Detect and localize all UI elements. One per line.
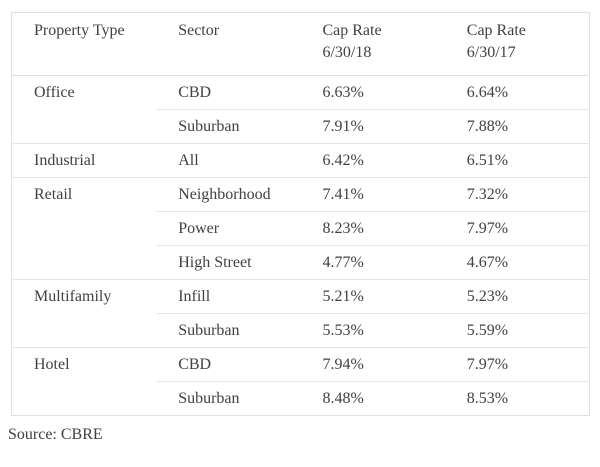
table-row: Power 8.23% 7.97% bbox=[12, 211, 590, 246]
source-note: Source: CBRE bbox=[8, 426, 103, 443]
col-header-line: Sector bbox=[178, 22, 220, 39]
cap-rate-2017-cell: 6.64% bbox=[444, 75, 590, 110]
property-type-cell: Industrial bbox=[11, 143, 157, 178]
col-header-sector: Sector bbox=[156, 12, 301, 76]
cap-rate-2018-cell: 7.94% bbox=[300, 347, 445, 382]
sector-cell: High Street bbox=[156, 245, 301, 280]
cap-rate-2018-cell: 7.41% bbox=[300, 177, 445, 212]
cap-rate-2017-cell: 8.53% bbox=[444, 381, 590, 416]
property-type-cell: Multifamily bbox=[11, 279, 157, 314]
table-header-row: Property Type Sector Cap Rate 6/30/18 Ca… bbox=[11, 12, 590, 76]
cap-rate-2018-cell: 7.91% bbox=[300, 109, 445, 144]
table-header: Property Type Sector Cap Rate 6/30/18 Ca… bbox=[11, 12, 590, 76]
cap-rate-table-container: Property Type Sector Cap Rate 6/30/18 Ca… bbox=[11, 12, 590, 416]
table-row: Suburban 8.48% 8.53% bbox=[12, 381, 590, 416]
cap-rate-2017-cell: 7.88% bbox=[444, 109, 590, 144]
property-type-cell: Hotel bbox=[11, 347, 157, 382]
table-row: Suburban 5.53% 5.59% bbox=[12, 313, 590, 348]
sector-cell: Suburban bbox=[156, 109, 301, 144]
col-header-line: 6/30/17 bbox=[466, 44, 516, 61]
sector-cell: All bbox=[156, 143, 301, 178]
property-type-cell: Office bbox=[11, 75, 157, 110]
cap-rate-2017-cell: 6.51% bbox=[444, 143, 590, 178]
col-header-property-type: Property Type bbox=[11, 12, 157, 76]
sector-cell: Suburban bbox=[156, 381, 301, 416]
cap-rate-2017-cell: 4.67% bbox=[444, 245, 590, 280]
sector-cell: CBD bbox=[156, 75, 301, 110]
table-row: Suburban 7.91% 7.88% bbox=[12, 109, 590, 144]
cap-rate-2018-cell: 5.21% bbox=[300, 279, 445, 314]
property-type-cell: Retail bbox=[11, 177, 157, 212]
sector-cell: Infill bbox=[156, 279, 301, 314]
cap-rate-2017-cell: 5.23% bbox=[444, 279, 590, 314]
cap-rate-2018-cell: 8.23% bbox=[300, 211, 445, 246]
cap-rate-2018-cell: 8.48% bbox=[300, 381, 445, 416]
col-header-line: Property Type bbox=[34, 22, 125, 39]
cap-rate-2017-cell: 7.32% bbox=[444, 177, 590, 212]
sector-cell: Neighborhood bbox=[156, 177, 301, 212]
col-header-line: Cap Rate bbox=[466, 22, 526, 39]
sector-cell: Suburban bbox=[156, 313, 301, 348]
property-type-cell bbox=[12, 212, 157, 246]
cap-rate-2017-cell: 7.97% bbox=[444, 211, 590, 246]
col-header-cap-rate-2018: Cap Rate 6/30/18 bbox=[300, 12, 445, 76]
cap-rate-2018-cell: 4.77% bbox=[300, 245, 445, 280]
cap-rate-2017-cell: 7.97% bbox=[444, 347, 590, 382]
table-body: Office CBD 6.63% 6.64% Suburban 7.91% 7.88% Ind… bbox=[11, 75, 590, 416]
cap-rate-2018-cell: 6.42% bbox=[300, 143, 445, 178]
sector-cell: CBD bbox=[156, 347, 301, 382]
col-header-cap-rate-2017: Cap Rate 6/30/17 bbox=[444, 12, 590, 76]
col-header-line: 6/30/18 bbox=[322, 44, 372, 61]
table-row: Hotel CBD 7.94% 7.97% bbox=[11, 347, 590, 382]
cap-rate-2017-cell: 5.59% bbox=[444, 313, 590, 348]
sector-cell: Power bbox=[156, 211, 301, 246]
property-type-cell bbox=[12, 246, 157, 280]
cap-rate-2018-cell: 5.53% bbox=[300, 313, 445, 348]
col-header-line: Cap Rate bbox=[322, 22, 382, 39]
property-type-cell bbox=[12, 110, 157, 144]
property-type-cell bbox=[12, 382, 157, 416]
table-row: Retail Neighborhood 7.41% 7.32% bbox=[11, 177, 590, 212]
property-type-cell bbox=[12, 314, 157, 348]
cap-rate-2018-cell: 6.63% bbox=[300, 75, 445, 110]
table-row: Office CBD 6.63% 6.64% bbox=[11, 75, 590, 110]
table-row: Multifamily Infill 5.21% 5.23% bbox=[11, 279, 590, 314]
table-row: High Street 4.77% 4.67% bbox=[12, 245, 590, 280]
table-row: Industrial All 6.42% 6.51% bbox=[11, 143, 590, 178]
cap-rate-table: Property Type Sector Cap Rate 6/30/18 Ca… bbox=[11, 12, 590, 416]
